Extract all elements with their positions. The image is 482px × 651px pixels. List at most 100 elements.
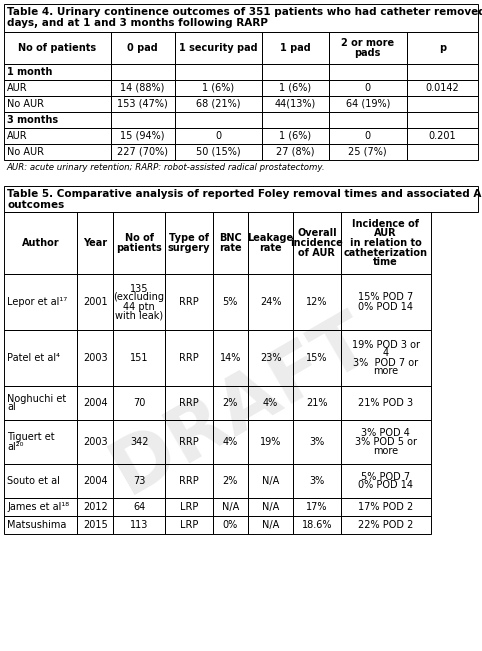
Text: in relation to: in relation to: [350, 238, 421, 248]
Text: 135: 135: [130, 283, 148, 294]
Bar: [248, 498, 293, 516]
Text: 0: 0: [365, 83, 371, 93]
Text: 2012: 2012: [83, 502, 107, 512]
Bar: [407, 32, 478, 64]
Bar: [165, 516, 213, 534]
Bar: [165, 330, 213, 386]
Bar: [293, 498, 341, 516]
Bar: [213, 212, 248, 274]
Text: 1 (6%): 1 (6%): [280, 83, 311, 93]
Text: 22% POD 2: 22% POD 2: [358, 520, 413, 530]
Text: more: more: [373, 446, 398, 456]
Text: p: p: [439, 43, 446, 53]
Bar: [262, 32, 329, 64]
Text: Lepor et al¹⁷: Lepor et al¹⁷: [7, 297, 67, 307]
Text: N/A: N/A: [262, 520, 279, 530]
Bar: [113, 330, 165, 386]
Bar: [174, 112, 262, 128]
Text: 2001: 2001: [83, 297, 107, 307]
Bar: [262, 96, 329, 112]
Text: 1 month: 1 month: [7, 67, 53, 77]
Bar: [165, 212, 213, 274]
Text: 70: 70: [133, 398, 145, 408]
Bar: [165, 498, 213, 516]
Bar: [113, 386, 165, 420]
Text: RRP: RRP: [179, 476, 199, 486]
Text: 1 pad: 1 pad: [280, 43, 311, 53]
Text: RRP: RRP: [179, 297, 199, 307]
Text: 0.201: 0.201: [428, 131, 456, 141]
Text: Type of: Type of: [169, 233, 209, 243]
Text: incidence: incidence: [291, 238, 343, 248]
Bar: [4, 212, 78, 274]
Text: Table 4. Urinary continence outcomes of 351 patients who had catheter removed at: Table 4. Urinary continence outcomes of …: [7, 7, 482, 17]
Text: 23%: 23%: [260, 353, 281, 363]
Text: 227 (70%): 227 (70%): [117, 147, 168, 157]
Text: with leak): with leak): [115, 311, 163, 320]
Text: 14%: 14%: [220, 353, 241, 363]
Text: 44(13%): 44(13%): [275, 99, 316, 109]
Text: 14 (88%): 14 (88%): [120, 83, 165, 93]
Bar: [4, 186, 478, 212]
Bar: [174, 32, 262, 64]
Bar: [329, 144, 407, 160]
Text: pads: pads: [355, 49, 381, 59]
Bar: [341, 386, 430, 420]
Text: 1 security pad: 1 security pad: [179, 43, 258, 53]
Text: 25 (7%): 25 (7%): [348, 147, 387, 157]
Bar: [248, 420, 293, 464]
Text: 3% POD 5 or: 3% POD 5 or: [355, 437, 416, 447]
Text: Leakage: Leakage: [248, 233, 294, 243]
Bar: [248, 212, 293, 274]
Bar: [4, 516, 78, 534]
Text: 2%: 2%: [223, 476, 238, 486]
Bar: [407, 112, 478, 128]
Bar: [213, 386, 248, 420]
Bar: [78, 498, 113, 516]
Text: Matsushima: Matsushima: [7, 520, 67, 530]
Text: al²⁰: al²⁰: [7, 441, 24, 452]
Text: time: time: [373, 257, 398, 267]
Bar: [78, 274, 113, 330]
Text: Overall: Overall: [297, 229, 336, 238]
Text: No of patients: No of patients: [18, 43, 96, 53]
Bar: [78, 420, 113, 464]
Bar: [341, 330, 430, 386]
Bar: [329, 32, 407, 64]
Bar: [329, 64, 407, 80]
Text: 2004: 2004: [83, 476, 107, 486]
Bar: [329, 128, 407, 144]
Text: 3%  POD 7 or: 3% POD 7 or: [353, 357, 418, 368]
Text: al: al: [7, 402, 16, 413]
Text: 3 months: 3 months: [7, 115, 58, 125]
Bar: [165, 386, 213, 420]
Text: 0: 0: [215, 131, 222, 141]
Text: 5% POD 7: 5% POD 7: [361, 471, 410, 482]
Bar: [165, 464, 213, 498]
Bar: [4, 330, 78, 386]
Text: 15%: 15%: [306, 353, 328, 363]
Text: 12%: 12%: [306, 297, 328, 307]
Text: patients: patients: [116, 243, 162, 253]
Bar: [407, 64, 478, 80]
Bar: [4, 80, 111, 96]
Text: 4%: 4%: [263, 398, 278, 408]
Bar: [174, 80, 262, 96]
Text: 0: 0: [365, 131, 371, 141]
Text: BNC: BNC: [219, 233, 241, 243]
Bar: [262, 80, 329, 96]
Text: 2003: 2003: [83, 353, 107, 363]
Text: 64: 64: [133, 502, 145, 512]
Bar: [4, 464, 78, 498]
Text: Author: Author: [22, 238, 60, 248]
Bar: [341, 516, 430, 534]
Bar: [111, 128, 174, 144]
Bar: [4, 96, 111, 112]
Text: more: more: [373, 367, 398, 376]
Bar: [341, 274, 430, 330]
Text: 2004: 2004: [83, 398, 107, 408]
Bar: [111, 112, 174, 128]
Text: N/A: N/A: [222, 502, 239, 512]
Text: 44 ptn: 44 ptn: [123, 301, 155, 311]
Bar: [113, 274, 165, 330]
